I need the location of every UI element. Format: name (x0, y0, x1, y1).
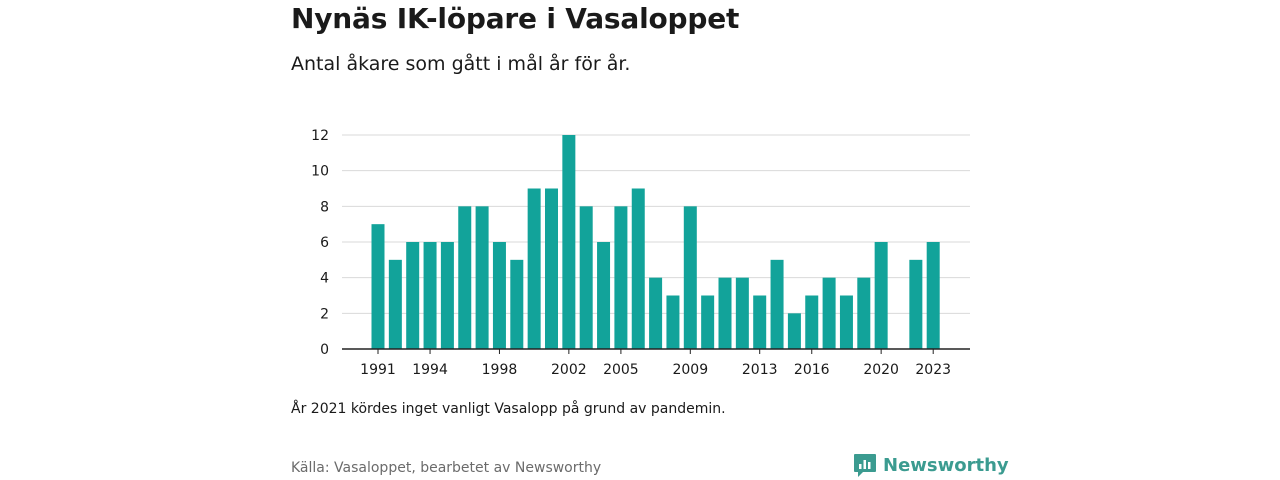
x-tick-label: 1994 (412, 362, 448, 378)
bar-2012 (735, 277, 749, 349)
x-tick-label: 1991 (360, 362, 396, 378)
bar-2013 (753, 295, 767, 349)
bar-2002 (562, 135, 576, 349)
y-tick-label: 2 (320, 306, 329, 322)
bar-1992 (388, 259, 402, 349)
brand-name: Newsworthy (883, 454, 1009, 476)
y-tick-label: 4 (320, 271, 329, 287)
x-tick-label: 2005 (603, 362, 639, 378)
bar-2010 (701, 295, 715, 349)
bar-2005 (614, 206, 628, 349)
bar-2011 (718, 277, 732, 349)
bar-2009 (683, 206, 697, 349)
y-tick-label: 6 (320, 235, 329, 251)
bar-2007 (649, 277, 663, 349)
y-tick-label: 12 (311, 128, 329, 144)
bars (371, 135, 940, 349)
bar-1993 (406, 242, 420, 349)
bar-1999 (510, 259, 524, 349)
bar-2022 (909, 259, 923, 349)
brand-logo[interactable]: Newsworthy (853, 452, 1009, 478)
x-tick-label: 2009 (672, 362, 708, 378)
x-tick-label: 2002 (551, 362, 587, 378)
bar-1995 (440, 242, 454, 349)
bar-2015 (787, 313, 801, 349)
bar-1996 (458, 206, 472, 349)
x-tick-label: 1998 (482, 362, 518, 378)
bar-1997 (475, 206, 489, 349)
bar-1994 (423, 242, 437, 349)
bar-2006 (631, 188, 645, 349)
bar-2020 (874, 242, 888, 349)
bar-2004 (597, 242, 611, 349)
bar-2000 (527, 188, 541, 349)
newsworthy-logo-icon (854, 454, 876, 477)
bar-2008 (666, 295, 680, 349)
x-tick-label: 2023 (915, 362, 951, 378)
x-axis-ticks: 1991 1994 1998 2002 2005 2009 2013 2016 2020 2023 (360, 349, 951, 378)
bar-2023 (926, 242, 940, 349)
bar-2017 (822, 277, 836, 349)
bar-1991 (371, 224, 385, 349)
bar-2001 (545, 188, 558, 349)
bar-2014 (770, 259, 784, 349)
chart-note: År 2021 kördes inget vanligt Vasalopp på… (291, 401, 726, 417)
y-tick-label: 8 (320, 199, 329, 215)
bar-2003 (579, 206, 593, 349)
y-axis-ticks: 0 2 4 6 8 10 12 (311, 128, 329, 358)
bar-2016 (805, 295, 819, 349)
y-tick-label: 0 (320, 342, 329, 358)
bar-1998 (492, 242, 506, 349)
chart-subtitle: Antal åkare som gått i mål år för år. (291, 53, 631, 75)
bar-chart: 0 2 4 6 8 10 12 1991 1994 1998 2002 2005 2009 2013 20… (311, 128, 970, 378)
x-tick-label: 2013 (742, 362, 778, 378)
bar-2018 (839, 295, 853, 349)
x-tick-label: 2016 (794, 362, 830, 378)
chart-title: Nynäs IK-löpare i Vasaloppet (291, 2, 740, 35)
bar-2019 (857, 277, 871, 349)
x-tick-label: 2020 (863, 362, 899, 378)
chart-source: Källa: Vasaloppet, bearbetet av Newswort… (291, 460, 602, 476)
y-tick-label: 10 (311, 164, 329, 180)
